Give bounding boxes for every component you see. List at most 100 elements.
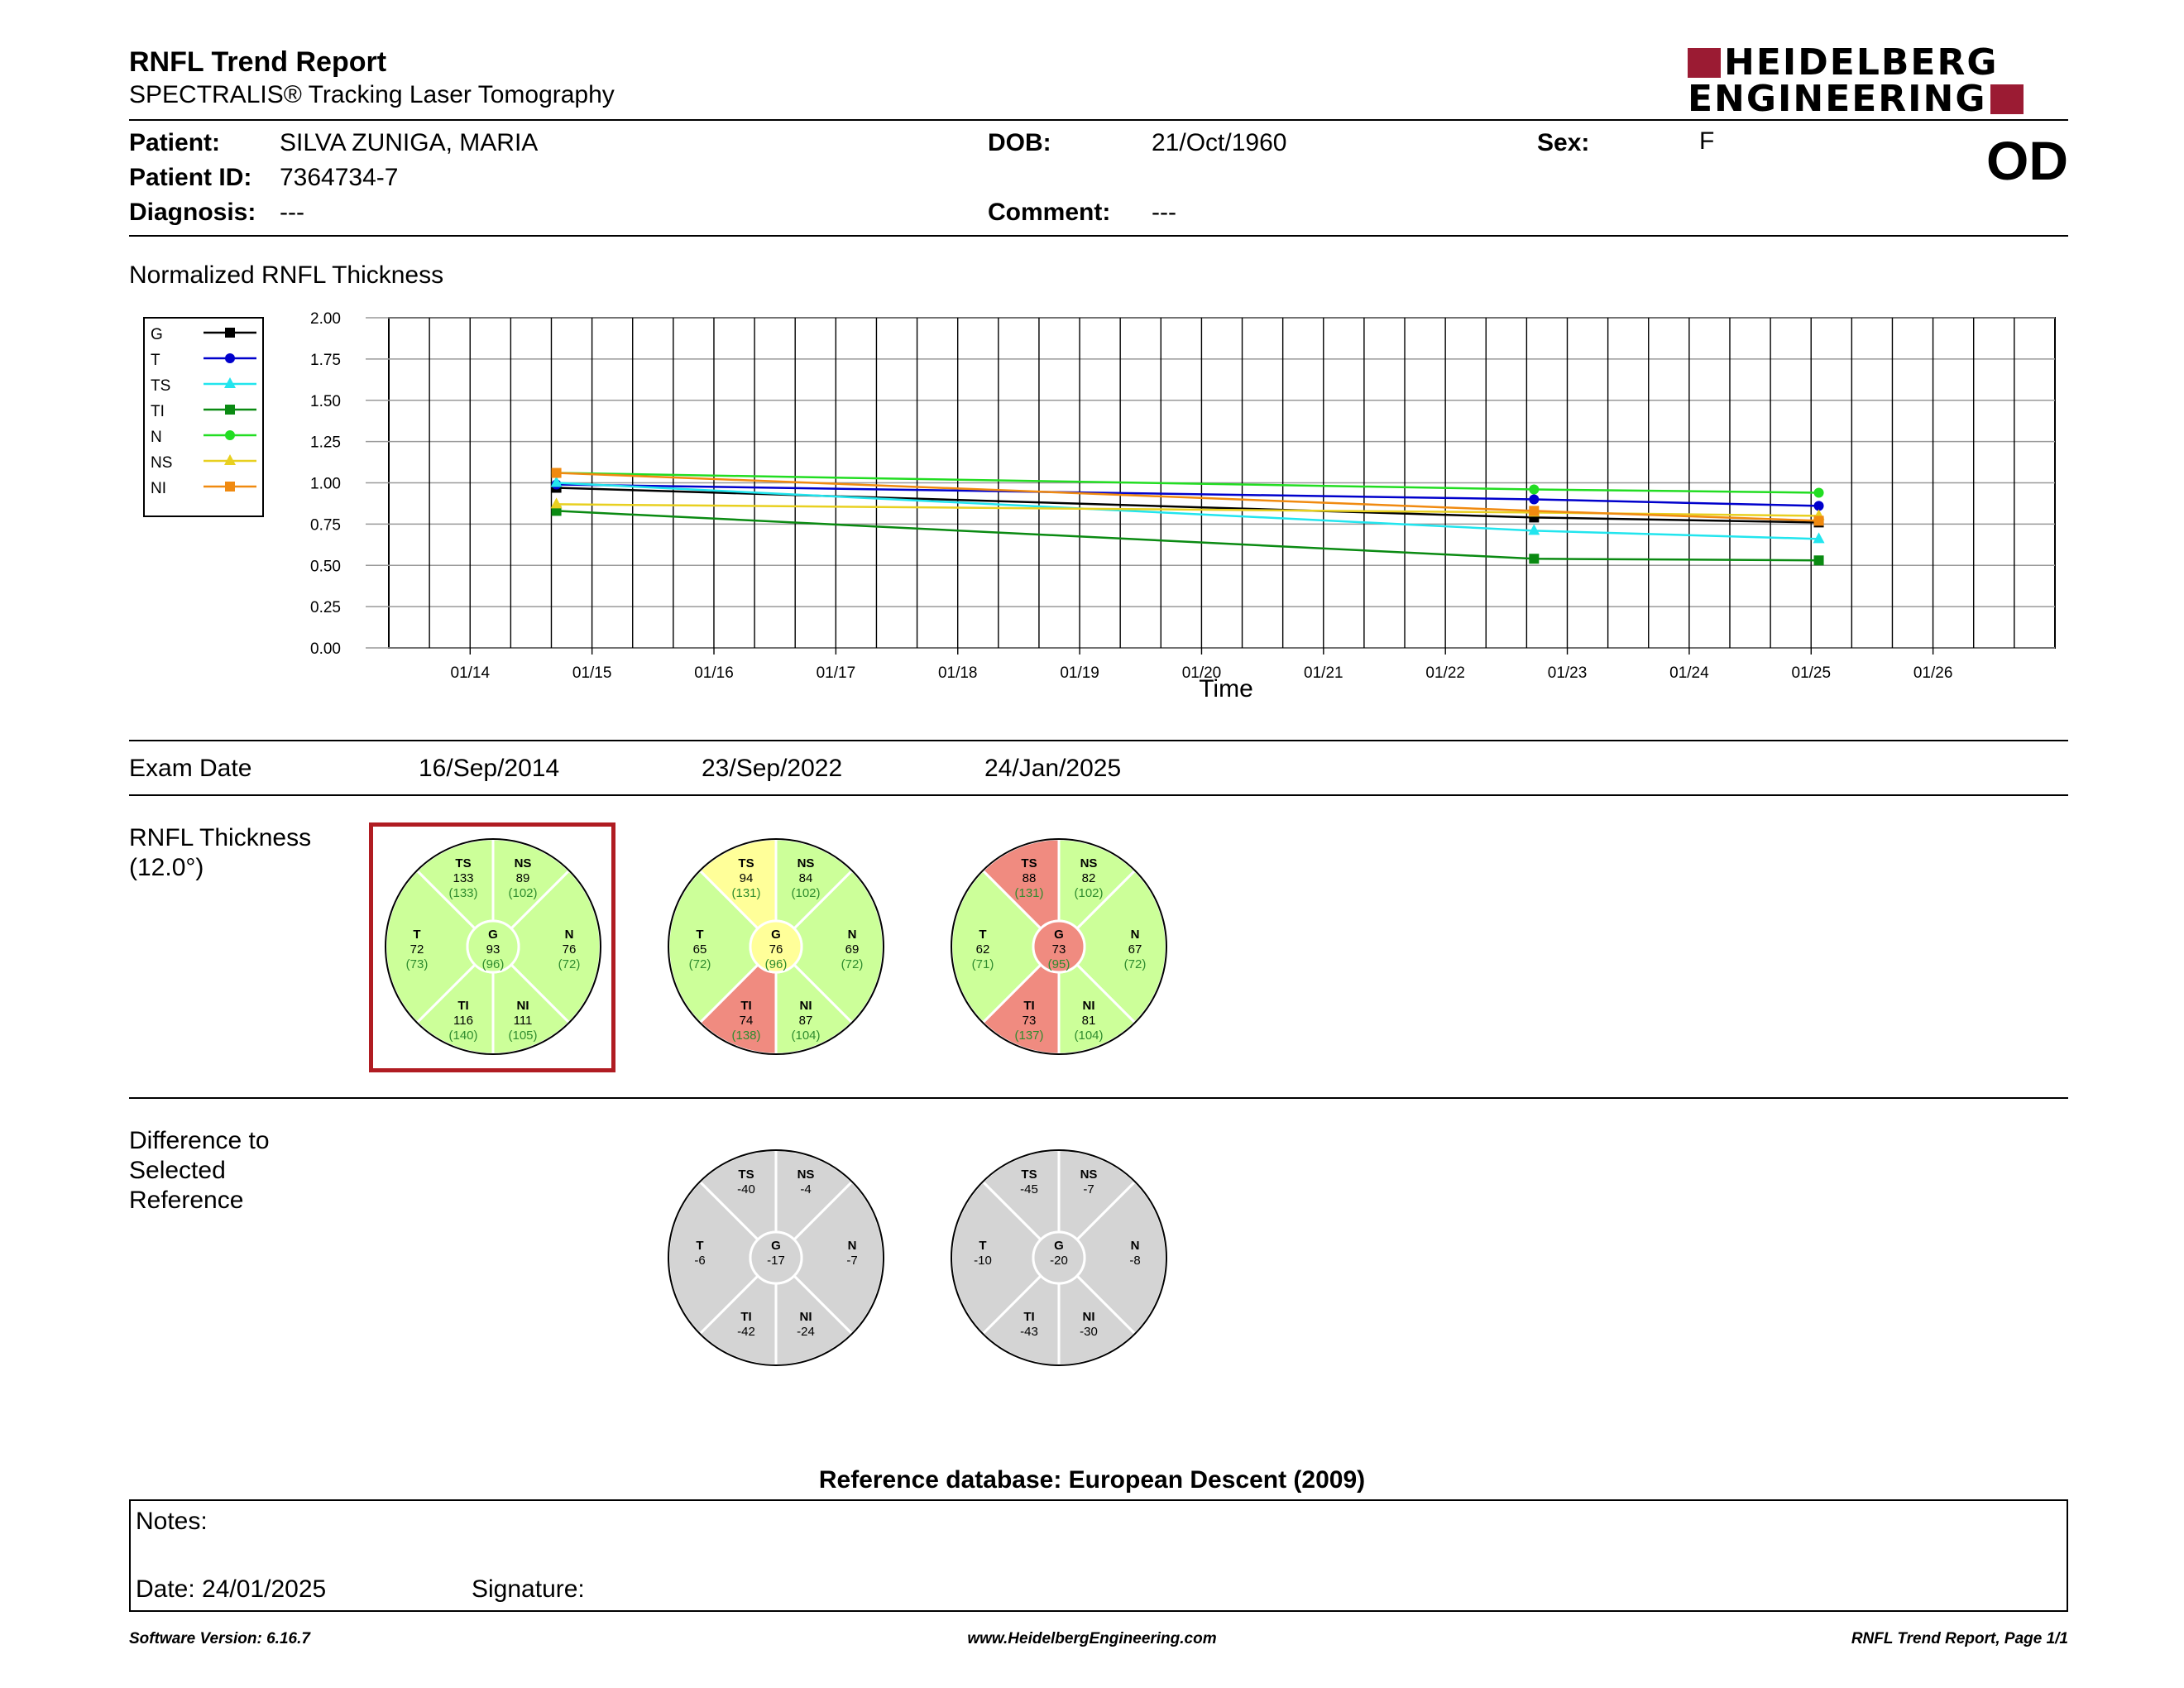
sector-name: N (848, 1239, 857, 1253)
x-tick-label: 01/19 (1060, 664, 1099, 682)
x-tick-label: 01/15 (572, 664, 612, 682)
data-point-t (1813, 501, 1824, 511)
sector-value: 89 (516, 871, 530, 885)
x-axis-label: Time (1199, 675, 1253, 703)
circle-outline (668, 1149, 884, 1366)
exam-date-2: 23/Sep/2022 (702, 755, 843, 782)
sector-name: N (848, 928, 857, 942)
sector-name: NS (797, 1168, 815, 1182)
sector-value: 69 (845, 942, 860, 957)
sector-name: NI (1083, 1310, 1095, 1324)
legend-box (143, 317, 264, 517)
divider (129, 119, 2068, 121)
sector-value: 93 (486, 942, 500, 957)
x-tick-label: 01/16 (694, 664, 734, 682)
sector-reference: (72) (558, 957, 581, 971)
report-subtitle: SPECTRALIS® Tracking Laser Tomography (129, 81, 615, 108)
thickness-circle-3: TS88(131)NS82(102)T62(71)N67(72)TI73(137… (950, 837, 1168, 1056)
notes-label: Notes: (136, 1508, 208, 1535)
sector-value: 74 (740, 1014, 754, 1028)
patient-id-label: Patient ID: (129, 164, 252, 191)
data-point-ts (1528, 524, 1540, 535)
sector-value: -20 (1050, 1254, 1068, 1268)
sector-value: -7 (846, 1254, 857, 1268)
sector-value: 84 (799, 871, 813, 885)
data-point-ni (551, 468, 562, 478)
sector-name: NI (517, 999, 529, 1013)
legend-label: T (151, 352, 160, 369)
divider (129, 794, 2068, 796)
sector-reference: (104) (1074, 1029, 1103, 1043)
exam-date-1: 16/Sep/2014 (419, 755, 560, 782)
legend-label: NS (151, 454, 172, 472)
dob-label: DOB: (988, 129, 1051, 156)
y-tick-label: 2.00 (310, 310, 341, 328)
chart-grid: 0.00 0.25 0.50 0.75 1.00 1.25 1.50 1.75 2.00 01/1… (310, 310, 2056, 682)
y-tick-label: 1.50 (310, 393, 341, 410)
page-number: RNFL Trend Report, Page 1/1 (1851, 1630, 2068, 1647)
rnfl-thickness-angle: (12.0°) (129, 854, 204, 881)
sector-name: NI (800, 1310, 812, 1324)
legend-label: TS (151, 377, 170, 395)
sector-value: 133 (453, 871, 473, 885)
trend-chart: GT TS TI N NS NI 0.00 0.25 0.50 0.75 1.00 1.25 1.50… (143, 310, 2056, 703)
sector-name: TS (1021, 1168, 1037, 1182)
sector-value: 94 (740, 871, 754, 885)
selected-reference-box[interactable] (369, 822, 615, 1072)
y-tick-label: 0.00 (310, 640, 341, 658)
y-tick-label: 0.25 (310, 599, 341, 616)
sector-name: NI (1083, 999, 1095, 1013)
sector-name: N (1131, 928, 1140, 942)
diagnosis-value: --- (280, 199, 304, 226)
sector-name: NS (1080, 1168, 1098, 1182)
legend-marker-ti (225, 405, 235, 415)
sector-value: -6 (694, 1254, 705, 1268)
website-link[interactable]: www.HeidelbergEngineering.com (967, 1630, 1217, 1647)
sector-reference: (105) (508, 1029, 537, 1043)
rnfl-thickness-label: RNFL Thickness (129, 824, 312, 851)
sector-name: T (696, 1239, 703, 1253)
sector-name: TI (740, 1310, 751, 1324)
sector-reference: (102) (508, 886, 537, 900)
legend-marker-t (225, 353, 235, 363)
sector-value: 82 (1082, 871, 1096, 885)
legend-label: TI (151, 403, 165, 420)
x-tick-label: 01/20 (1182, 664, 1222, 682)
difference-circle-1: TS-40 NS-4 T-6 N-7 TI-42 NI-24 G-17 (667, 1149, 885, 1367)
sector-name: NS (797, 856, 815, 870)
x-tick-label: 01/14 (451, 664, 491, 682)
notes-date: Date: 24/01/2025 (136, 1575, 327, 1603)
sector-value: 111 (514, 1014, 533, 1028)
y-tick-label: 0.75 (310, 516, 341, 534)
sector-name: NS (515, 856, 532, 870)
difference-circle-2: TS-45 NS-7 T-10 N-8 TI-43 NI-30 G-20 (950, 1149, 1168, 1367)
eye-indicator: OD (1986, 130, 2068, 191)
sector-value: 76 (769, 942, 783, 957)
sector-reference: (102) (1074, 886, 1103, 900)
sector-name: T (979, 1239, 986, 1253)
sector-name: TS (738, 856, 754, 870)
sector-g (749, 919, 803, 974)
sector-name: TS (1021, 856, 1037, 870)
chart-series (550, 468, 1825, 566)
sex-value: F (1699, 127, 1715, 155)
series-line-t (556, 483, 1819, 507)
legend-label: G (151, 326, 163, 343)
sector-name: TI (1023, 999, 1034, 1013)
dob-value: 21/Oct/1960 (1152, 129, 1287, 156)
sector-name: G (488, 928, 498, 942)
legend-marker-ts (224, 377, 236, 388)
logo-line-1: HEIDELBERG (1724, 41, 1999, 84)
comment-value: --- (1152, 199, 1176, 226)
data-point-ti (1813, 555, 1824, 566)
legend-label: N (151, 429, 162, 446)
legend-marker-n (225, 430, 235, 440)
data-point-n (1813, 487, 1824, 498)
sector-value: -30 (1080, 1325, 1098, 1339)
sector-reference: (138) (731, 1029, 760, 1043)
signature-label: Signature: (472, 1575, 585, 1603)
thickness-circles: TS133(133)NS89(102)T72(73)N76(72)TI116(1… (384, 837, 1168, 1056)
patient-id: 7364734-7 (280, 164, 399, 191)
data-point-n (1529, 484, 1540, 495)
sector-reference: (71) (972, 957, 994, 971)
